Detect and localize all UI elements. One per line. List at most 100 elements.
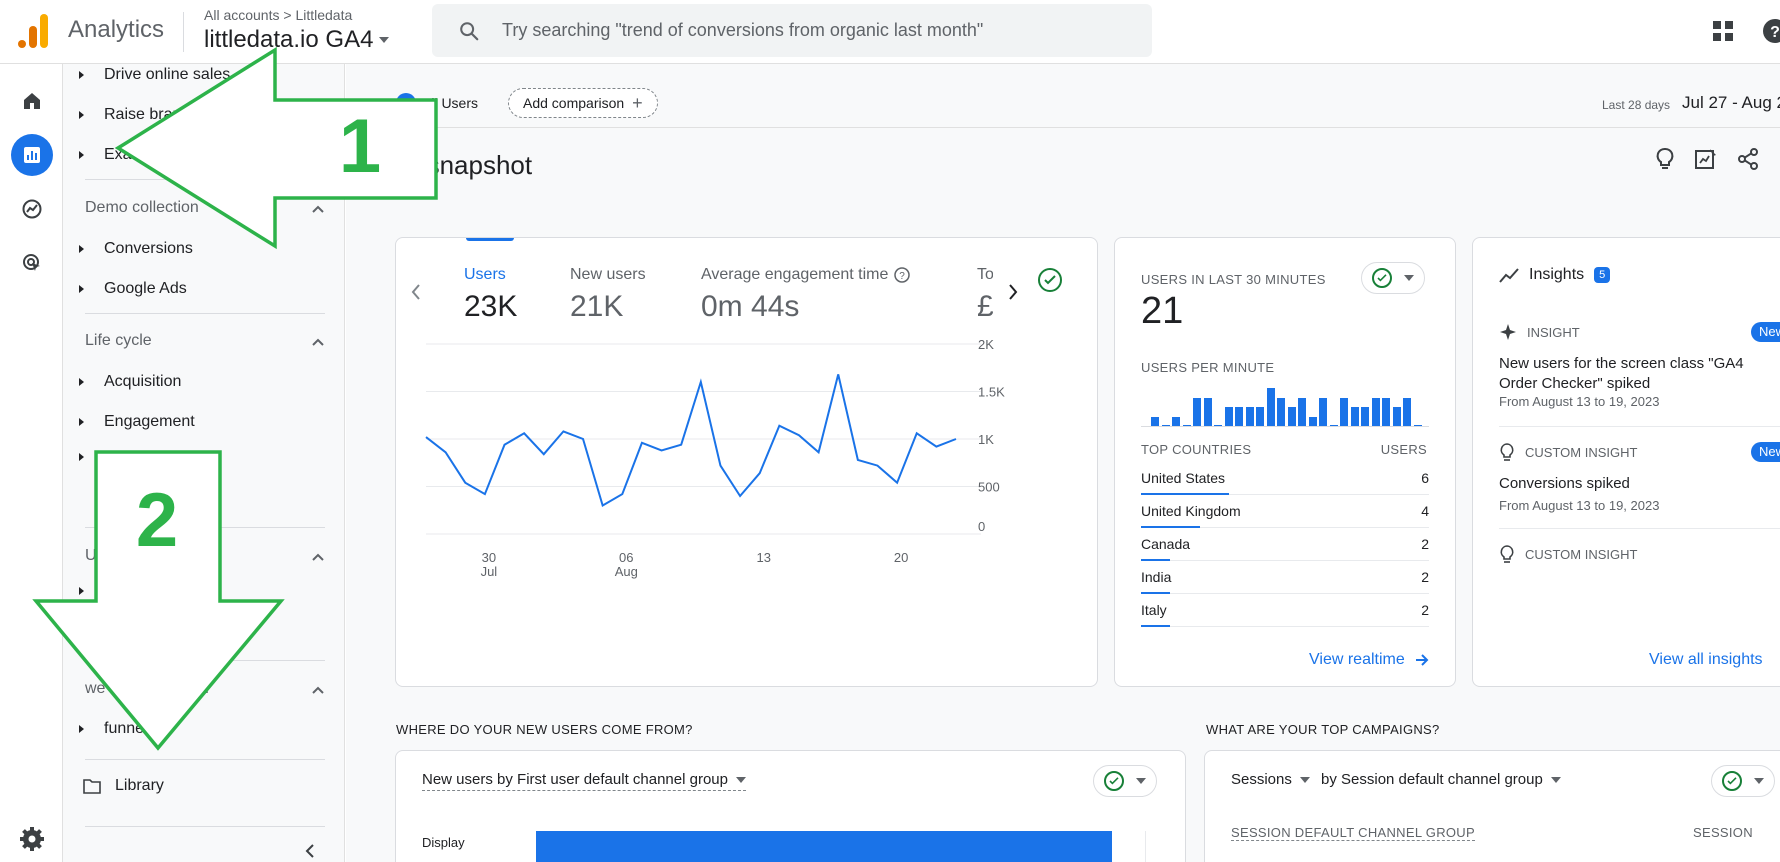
collection-header-user[interactable]: U — [85, 547, 97, 564]
collection-header-web[interactable]: we ion — [85, 680, 209, 697]
column-header-channel-group[interactable]: SESSION DEFAULT CHANNEL GROUP — [1231, 825, 1475, 841]
nav-item-google-ads[interactable]: Google Ads — [79, 280, 187, 298]
nav-item-drive-online-sales[interactable]: Drive online sales — [79, 66, 230, 84]
explore-nav-button[interactable] — [11, 188, 53, 230]
minute-bar[interactable] — [1329, 425, 1338, 426]
metric-tab-new-users[interactable]: New users 21K — [570, 266, 646, 323]
minute-bar[interactable] — [1161, 425, 1170, 426]
minute-bar[interactable] — [1403, 397, 1411, 426]
metric-tab-total-revenue[interactable]: To £ — [977, 266, 993, 323]
comparison-bar: All Users Add comparison + Last 28 days … — [346, 64, 1780, 128]
chevron-up-icon[interactable] — [312, 203, 324, 215]
campaigns-quality-dropdown[interactable] — [1711, 765, 1775, 797]
nav-item-examine[interactable]: Exa — [79, 146, 132, 164]
metric-tab-users[interactable]: Users 23K — [464, 266, 518, 323]
chevron-up-icon[interactable] — [312, 551, 324, 563]
country-row[interactable]: India 2 — [1141, 561, 1429, 594]
country-row[interactable]: Canada 2 — [1141, 528, 1429, 561]
nav-item-raise-brand[interactable]: Raise brand — [79, 106, 190, 124]
metric-tab-avg-engagement-time[interactable]: Average engagement time ? 0m 44s — [701, 266, 911, 324]
minute-bar[interactable] — [1245, 407, 1254, 426]
section-new-users-question: WHERE DO YOUR NEW USERS COME FROM? — [396, 722, 693, 737]
all-users-chip[interactable]: All Users — [396, 88, 478, 118]
add-comparison-button[interactable]: Add comparison + — [508, 88, 658, 118]
sessions-metric-selector[interactable]: Sessions — [1231, 771, 1310, 788]
realtime-quality-dropdown[interactable] — [1361, 262, 1425, 294]
nav-item-user-hidden[interactable] — [79, 587, 104, 595]
help-circle-icon[interactable]: ? — [894, 267, 911, 283]
y-tick-label: 1.5K — [978, 385, 1005, 400]
advertising-nav-button[interactable] — [11, 242, 53, 284]
expand-arrow-icon — [79, 453, 84, 461]
data-quality-check-icon[interactable] — [1038, 268, 1062, 292]
nav-item-conversions[interactable]: Conversions — [79, 240, 193, 258]
search-input[interactable] — [502, 4, 1132, 57]
minute-bar[interactable] — [1224, 407, 1233, 426]
share-icon[interactable] — [1736, 147, 1760, 171]
property-selector[interactable]: littledata.io GA4 — [204, 26, 390, 54]
minute-bar[interactable] — [1214, 425, 1222, 426]
new-users-dimension-selector[interactable]: New users by First user default channel … — [422, 771, 746, 791]
minute-bar[interactable] — [1266, 388, 1275, 426]
insight-title[interactable]: New users for the screen class "GA4 Orde… — [1499, 355, 1744, 392]
date-range-picker[interactable]: Jul 27 - Aug 2 — [1682, 93, 1780, 112]
session-group-selector[interactable]: by Session default channel group — [1321, 771, 1561, 788]
column-header-sessions[interactable]: SESSION — [1693, 825, 1753, 840]
collapse-chevron-icon[interactable] — [303, 844, 317, 858]
library-link[interactable]: Library — [83, 777, 164, 795]
minute-bar[interactable] — [1350, 407, 1359, 426]
minute-bar[interactable] — [1340, 397, 1348, 426]
x-tick-day: 20 — [894, 550, 908, 565]
minute-bar[interactable] — [1392, 407, 1401, 426]
new-users-channel-card: New users by First user default channel … — [395, 750, 1186, 862]
minute-bar[interactable] — [1182, 425, 1191, 426]
insight-type-label: CUSTOM INSIGHT — [1499, 443, 1637, 461]
minute-bar[interactable] — [1287, 407, 1296, 426]
expand-arrow-icon — [79, 245, 84, 253]
minute-bar[interactable] — [1413, 425, 1422, 426]
minute-bar[interactable] — [1308, 416, 1317, 426]
country-row[interactable]: United Kingdom 4 — [1141, 495, 1429, 528]
minute-bar[interactable] — [1319, 397, 1327, 426]
chevron-right-icon[interactable] — [1007, 284, 1019, 300]
minute-bar[interactable] — [1193, 397, 1201, 426]
chevron-up-icon[interactable] — [312, 684, 324, 696]
display-bar[interactable] — [536, 831, 1112, 862]
minute-bar[interactable] — [1151, 416, 1159, 426]
nav-item-funnel[interactable]: funne — [79, 720, 144, 738]
minute-bar[interactable] — [1298, 397, 1306, 426]
app-name: Analytics — [68, 16, 165, 43]
channel-quality-dropdown[interactable] — [1093, 765, 1157, 797]
view-all-insights-link[interactable]: View all insights — [1649, 651, 1763, 668]
lightbulb-icon[interactable] — [1654, 147, 1676, 171]
settings-gear-icon[interactable] — [19, 826, 45, 852]
collection-header-life-cycle[interactable]: Life cycle — [85, 332, 152, 349]
view-realtime-link[interactable]: View realtime — [1309, 651, 1429, 669]
minute-bar[interactable] — [1256, 407, 1264, 426]
apps-grid-icon[interactable] — [1712, 20, 1734, 42]
customize-report-icon[interactable] — [1694, 147, 1718, 171]
minute-bar[interactable] — [1382, 397, 1390, 426]
search-bar[interactable] — [432, 4, 1152, 57]
minute-bar[interactable] — [1235, 407, 1243, 426]
minute-bar[interactable] — [1361, 407, 1369, 426]
nav-item-acquisition[interactable]: Acquisition — [79, 373, 181, 391]
country-row[interactable]: Italy 2 — [1141, 594, 1429, 627]
chevron-up-icon[interactable] — [312, 336, 324, 348]
minute-bar[interactable] — [1277, 397, 1285, 426]
chevron-left-icon[interactable] — [410, 284, 422, 300]
nav-item-hidden[interactable] — [79, 453, 104, 461]
minute-bar[interactable] — [1371, 397, 1380, 426]
breadcrumb[interactable]: All accounts > Littledata — [204, 7, 353, 23]
users-series-line[interactable] — [425, 374, 957, 508]
country-row[interactable]: United States 6 — [1141, 462, 1429, 495]
reports-nav-button[interactable] — [11, 134, 53, 176]
nav-item-engagement[interactable]: Engagement — [79, 413, 195, 431]
collection-header-demo[interactable]: Demo collection — [85, 199, 199, 216]
insight-title[interactable]: Conversions spiked — [1499, 475, 1630, 492]
help-icon[interactable]: ? — [1762, 18, 1780, 44]
home-nav-button[interactable] — [11, 80, 53, 122]
minute-bar[interactable] — [1172, 416, 1180, 426]
minute-bar[interactable] — [1203, 397, 1212, 426]
analytics-logo-icon[interactable] — [18, 14, 48, 48]
